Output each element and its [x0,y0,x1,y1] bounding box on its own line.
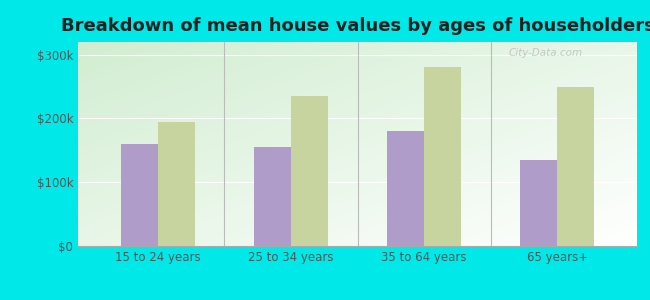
Bar [520,160,557,246]
Bar [291,96,328,246]
Bar [557,87,594,246]
Bar [424,68,462,246]
Title: Breakdown of mean house values by ages of householders: Breakdown of mean house values by ages o… [60,17,650,35]
Bar [254,147,291,246]
Bar [387,131,424,246]
Bar [121,144,158,246]
Bar [158,122,195,246]
Text: City-Data.com: City-Data.com [508,48,582,58]
